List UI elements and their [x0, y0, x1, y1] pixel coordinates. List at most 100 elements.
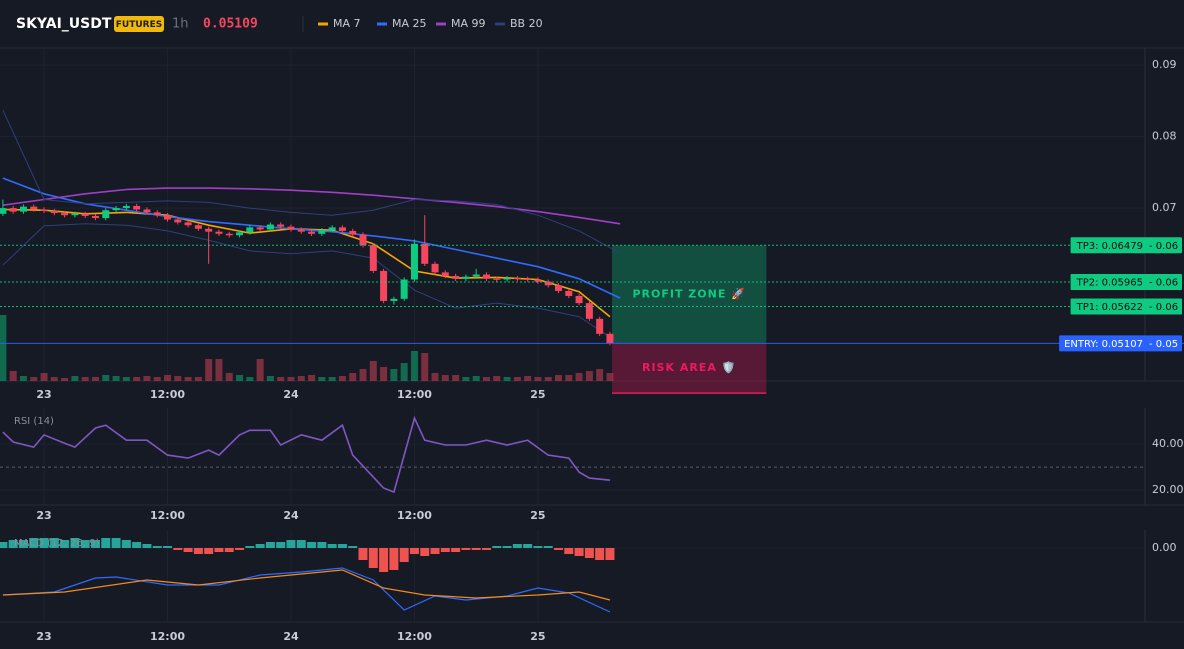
- candle-body: [143, 209, 151, 213]
- pane-title: MACD (12, 26, 9): [14, 538, 100, 549]
- histogram-bar: [132, 542, 142, 548]
- volume-bar: [349, 373, 357, 381]
- volume-bar: [30, 377, 38, 381]
- volume-bar: [164, 375, 172, 381]
- level-tag-bg: [1059, 335, 1182, 352]
- volume-bar: [493, 376, 501, 381]
- x-tick-label: 12:00: [397, 509, 432, 522]
- volume-bar: [225, 373, 233, 381]
- volume-bar: [133, 377, 141, 381]
- histogram-bar: [564, 548, 574, 554]
- volume-bar: [184, 377, 192, 381]
- volume-bar: [205, 359, 213, 381]
- level-price-tag: - 0.06: [1149, 278, 1178, 289]
- badge: FUTURES: [116, 20, 162, 30]
- volume-bar: [380, 367, 388, 381]
- histogram-bar: [358, 548, 368, 560]
- legend-label[interactable]: MA 25: [392, 17, 427, 30]
- candle-body: [236, 232, 244, 236]
- candle-body: [606, 333, 614, 344]
- histogram-bar: [70, 538, 80, 548]
- volume-bar: [318, 377, 326, 381]
- histogram-bar: [605, 548, 615, 560]
- histogram-bar: [317, 542, 327, 548]
- legend-label[interactable]: BB 20: [510, 17, 543, 30]
- candle-body: [349, 230, 357, 235]
- candle-body: [380, 270, 388, 301]
- interval[interactable]: 1h: [172, 17, 189, 32]
- histogram-bar: [523, 544, 533, 548]
- level-tag: ENTRY: 0.05107: [1064, 339, 1143, 350]
- legend-label[interactable]: MA 7: [333, 17, 361, 30]
- histogram-bar: [481, 548, 491, 550]
- volume-bar: [441, 375, 449, 381]
- candle-body: [153, 212, 161, 216]
- candle-body: [40, 209, 48, 211]
- volume-bar: [472, 376, 480, 381]
- candle-body: [565, 290, 573, 296]
- histogram-bar: [451, 548, 461, 552]
- candle-body: [71, 213, 79, 216]
- candle-body: [122, 205, 130, 209]
- candle-body: [534, 279, 542, 282]
- candle-body: [246, 227, 254, 233]
- histogram-bar: [224, 548, 234, 552]
- volume-bar: [565, 375, 573, 381]
- candle-body: [524, 278, 532, 280]
- volume-bar: [308, 375, 316, 381]
- volume-bar: [174, 376, 182, 381]
- histogram-bar: [389, 548, 399, 570]
- histogram-bar: [0, 542, 8, 548]
- legend-label[interactable]: MA 99: [451, 17, 486, 30]
- level-tag: TP3: 0.06479: [1076, 241, 1143, 252]
- level-tag: TP1: 0.05622: [1076, 302, 1143, 313]
- histogram-bar: [296, 540, 306, 548]
- candle-body: [19, 206, 27, 212]
- histogram-bar: [163, 546, 173, 548]
- histogram-bar: [142, 544, 152, 548]
- candle-body: [596, 318, 604, 334]
- candle-body: [472, 274, 480, 277]
- volume-bar: [513, 377, 521, 381]
- volume-bar: [328, 377, 336, 381]
- zone-label: PROFIT ZONE 🚀: [632, 287, 745, 300]
- candle-body: [50, 210, 58, 214]
- histogram-bar: [80, 540, 90, 548]
- zone: [612, 245, 767, 344]
- level-tag-bg: [1070, 298, 1182, 315]
- candle-body: [410, 243, 418, 280]
- y-tick-label: 20.00: [1152, 483, 1184, 496]
- candle-body: [462, 276, 470, 279]
- candle-body: [513, 278, 521, 280]
- candle-body: [266, 224, 274, 230]
- candle-body: [215, 231, 223, 234]
- level-price-tag: - 0.05: [1149, 339, 1178, 350]
- volume-bar: [236, 375, 244, 381]
- candle-body: [287, 226, 295, 230]
- candle-body: [30, 206, 38, 210]
- histogram-bar: [554, 548, 564, 550]
- volume-bar: [277, 377, 285, 381]
- volume-bar: [359, 369, 367, 381]
- badge-bg: [114, 16, 164, 32]
- histogram-bar: [348, 546, 358, 548]
- histogram-bar: [307, 542, 317, 548]
- histogram-bar: [39, 538, 49, 548]
- candle-body: [174, 219, 182, 223]
- histogram-bar: [152, 546, 162, 548]
- volume-bar: [575, 373, 583, 381]
- volume-bar: [390, 369, 398, 381]
- volume-bar: [9, 371, 17, 381]
- y-tick-label: 40.00: [1152, 437, 1184, 450]
- histogram-bar: [512, 544, 522, 548]
- volume-bar: [40, 373, 48, 381]
- histogram-bar: [204, 548, 214, 554]
- histogram-bar: [584, 548, 594, 558]
- volume-bar: [544, 377, 552, 381]
- histogram-bar: [574, 548, 584, 556]
- x-tick-label: 25: [530, 388, 545, 401]
- candle-body: [503, 278, 511, 280]
- histogram-bar: [409, 548, 419, 554]
- candle-body: [390, 298, 398, 301]
- x-tick-label: 24: [283, 388, 299, 401]
